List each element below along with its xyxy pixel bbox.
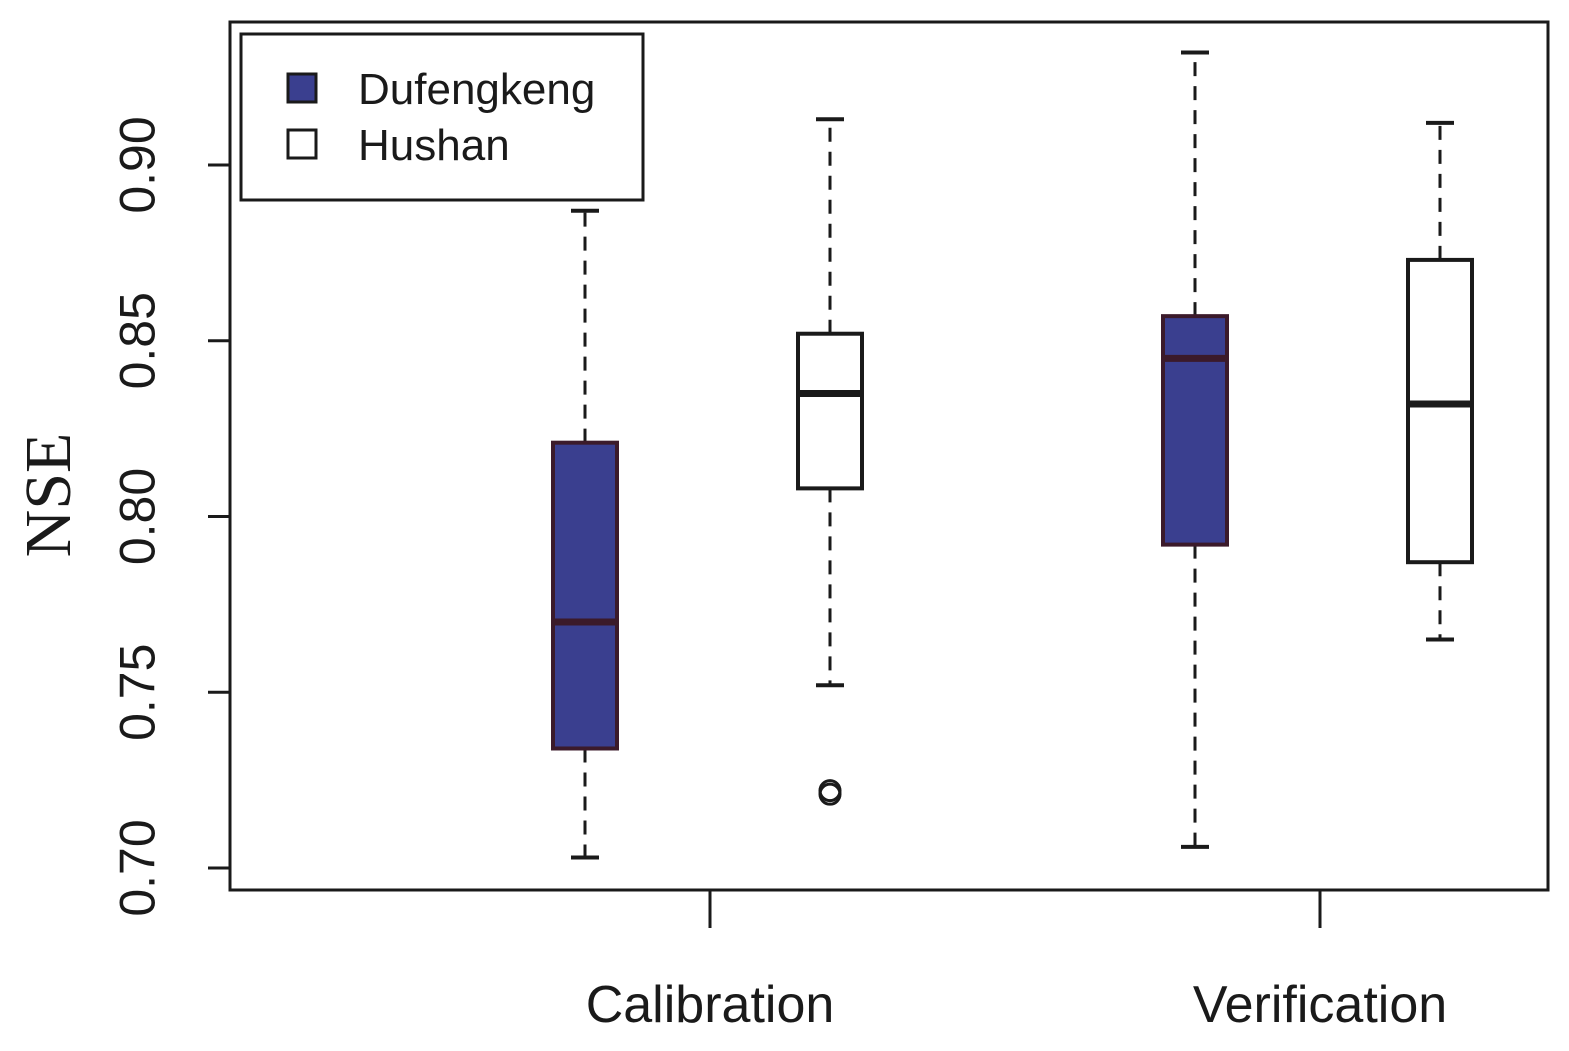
legend: Dufengkeng Hushan bbox=[239, 32, 645, 202]
y-tick-label: 0.75 bbox=[110, 644, 166, 741]
x-tick-label: Verification bbox=[1193, 976, 1447, 1034]
y-axis-label: NSE bbox=[12, 433, 85, 558]
x-tick-label: Calibration bbox=[586, 976, 835, 1034]
legend-swatch bbox=[286, 72, 318, 104]
legend-frame bbox=[239, 32, 645, 202]
outlier-point bbox=[818, 782, 842, 806]
y-tick-label: 0.80 bbox=[110, 468, 166, 565]
box bbox=[1406, 257, 1474, 565]
y-tick-label: 0.85 bbox=[110, 292, 166, 389]
y-axis: 0.70 0.75 0.80 0.85 0.90 bbox=[110, 116, 230, 917]
y-tick-label: 0.70 bbox=[110, 819, 166, 916]
x-axis: Calibration Verification bbox=[586, 890, 1447, 1034]
box bbox=[551, 440, 619, 751]
box-group bbox=[551, 50, 1474, 860]
box bbox=[796, 331, 864, 491]
legend-label: Hushan bbox=[358, 121, 510, 170]
legend-swatch bbox=[286, 128, 318, 160]
y-tick-label: 0.90 bbox=[110, 116, 166, 213]
plot-frame bbox=[228, 20, 1550, 892]
box bbox=[1161, 314, 1229, 547]
legend-label: Dufengkeng bbox=[358, 65, 595, 114]
